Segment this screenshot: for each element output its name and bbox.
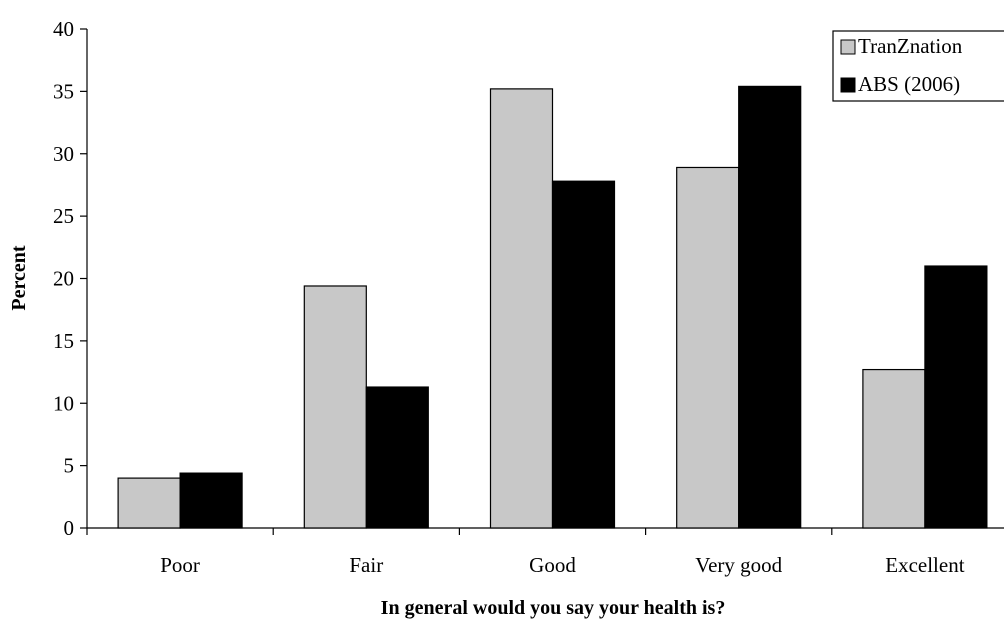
bar-abs-2006 — [365, 386, 429, 529]
bar-abs-2006 — [738, 85, 802, 529]
legend: TranZnation ABS (2006) — [832, 30, 1004, 102]
bar-abs-2006 — [924, 265, 988, 529]
bar-tranznation — [862, 368, 926, 529]
y-tick-label: 40 — [53, 17, 74, 41]
legend-box — [832, 30, 1004, 102]
y-tick-label: 5 — [64, 454, 75, 478]
y-tick-label: 10 — [53, 391, 74, 415]
bar-tranznation — [117, 477, 181, 529]
bars — [117, 85, 988, 529]
y-tick-label: 20 — [53, 267, 74, 291]
bar-tranznation — [489, 88, 554, 529]
x-tick-label: Fair — [349, 553, 383, 577]
bar-tranznation — [303, 285, 367, 529]
x-tick-label: Excellent — [885, 553, 964, 577]
x-tick-label: Very good — [695, 553, 782, 577]
legend-label-tranznation: TranZnation — [858, 34, 963, 58]
y-tick-label: 15 — [53, 329, 74, 353]
y-axis-title: Percent — [8, 245, 30, 310]
legend-swatch-tranznation — [840, 39, 856, 55]
y-axis: 0 5 10 15 20 25 30 35 40 — [53, 17, 88, 540]
x-axis: Poor Fair Good Very good Excellent — [86, 527, 1004, 577]
y-tick-label: 0 — [64, 516, 75, 540]
y-tick-label: 35 — [53, 79, 74, 103]
y-tick-label: 25 — [53, 204, 74, 228]
legend-label-abs-2006: ABS (2006) — [858, 72, 960, 96]
x-tick-label: Good — [529, 553, 576, 577]
bar-abs-2006 — [179, 472, 243, 529]
x-tick-label: Poor — [160, 553, 200, 577]
y-tick-label: 30 — [53, 142, 74, 166]
legend-swatch-abs-2006 — [840, 77, 856, 93]
bar-tranznation — [676, 166, 740, 529]
x-axis-title: In general would you say your health is? — [381, 597, 726, 619]
bar-abs-2006 — [551, 180, 616, 529]
